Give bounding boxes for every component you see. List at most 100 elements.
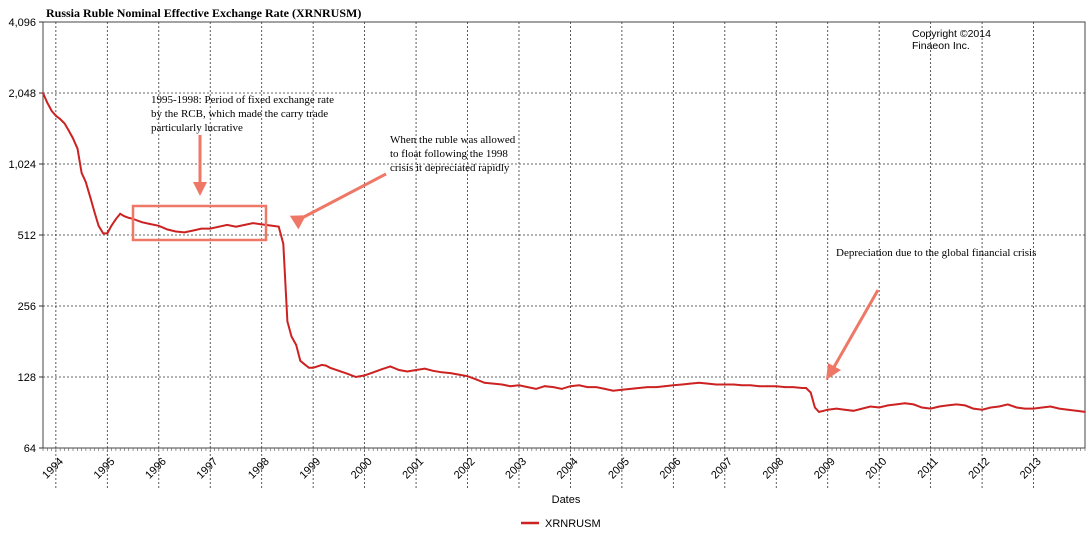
data-point [938,405,941,408]
x-tick-label: 2003 [503,456,529,482]
x-tick-label: 2013 [1018,456,1044,482]
copyright-line-2: Finaeon Inc. [912,40,970,52]
data-point [183,231,186,234]
data-point [252,222,254,225]
arrow-gfc-shaft [832,289,880,368]
data-point [149,223,151,225]
chart-title: Russia Ruble Nominal Effective Exchange … [46,6,361,20]
arrow-left-head [289,215,306,230]
x-tick-label: 2007 [709,456,735,482]
data-point [269,224,272,227]
svg-text:1995-1998: Period of fixed exc: 1995-1998: Period of fixed exchange rate… [151,94,337,134]
data-point [706,382,709,385]
data-point [1041,406,1044,409]
data-point [792,386,795,388]
data-point [560,388,563,390]
data-point [835,407,838,410]
data-point [904,402,906,405]
data-point [895,403,898,406]
data-point [312,366,314,369]
data-point [612,389,614,392]
legend-label: XRNRUSM [545,518,601,530]
y-tick-label: 128 [18,372,36,384]
data-point [106,232,109,235]
y-tick-label: 256 [18,301,36,313]
data-point [440,371,443,374]
data-point [243,224,246,226]
highlight-box [131,204,268,242]
data-point [972,407,975,410]
data-point [681,383,683,386]
y-axis: 64 128 256 512 1,024 2,048 4,096 [8,17,43,455]
data-point [689,382,692,385]
data-point [801,387,803,389]
data-point [732,383,735,386]
data-point [663,385,666,388]
x-tick-label: 1997 [195,456,221,482]
data-point [119,212,122,215]
data-point [209,227,212,230]
data-point [102,232,105,235]
data-point [989,406,992,409]
annotation-fixed-rate-line-1: 1995-1998: Period of fixed exchange rate [151,94,334,106]
data-point [921,406,923,409]
data-point [157,224,160,227]
data-point [329,366,331,369]
data-point [569,385,572,388]
data-point [552,386,555,388]
data-point [758,385,761,388]
data-point [89,196,92,199]
data-point [316,365,319,368]
data-point [578,384,581,387]
data-point [929,407,932,410]
data-point [59,118,61,120]
data-point [501,383,503,386]
data-point [981,408,983,411]
arrow-down-head [193,182,207,196]
series-points [42,92,1086,413]
data-point [526,386,529,388]
data-point [299,359,302,362]
data-point [93,211,96,214]
data-point [136,219,139,222]
data-point [646,386,649,388]
data-point [97,224,100,227]
data-point [140,221,143,224]
data-point [432,369,434,372]
data-point [586,386,589,388]
data-point [1006,403,1009,406]
data-point [286,320,289,323]
data-point [303,363,306,366]
x-tick-label: 2011 [916,456,941,481]
data-point [42,92,44,94]
x-tick-label: 1995 [92,456,118,482]
data-point [698,381,700,384]
data-point [518,384,520,387]
data-point [363,374,366,377]
data-point [543,385,546,388]
data-point [1049,405,1052,408]
data-point [295,344,298,346]
data-point [509,385,512,388]
data-point [260,223,263,226]
x-tick-label: 2005 [606,456,632,482]
data-point [1084,411,1086,413]
data-point [398,369,400,371]
y-tick-label: 64 [24,443,36,455]
data-point [115,217,117,220]
annotation-float-line-1: When the ruble was allowed [390,134,516,146]
data-point [766,385,769,388]
x-tick-label: 2000 [349,456,375,482]
data-point [423,367,426,370]
data-point [912,403,915,406]
data-point [123,215,126,218]
copyright: Copyright ©2014 Finaeon Inc. [912,28,994,52]
data-point [822,409,825,412]
legend: XRNRUSM [521,518,601,530]
data-point [84,181,87,183]
data-point [955,403,958,406]
data-point [466,375,469,378]
data-point [869,405,872,408]
data-point [805,387,807,389]
